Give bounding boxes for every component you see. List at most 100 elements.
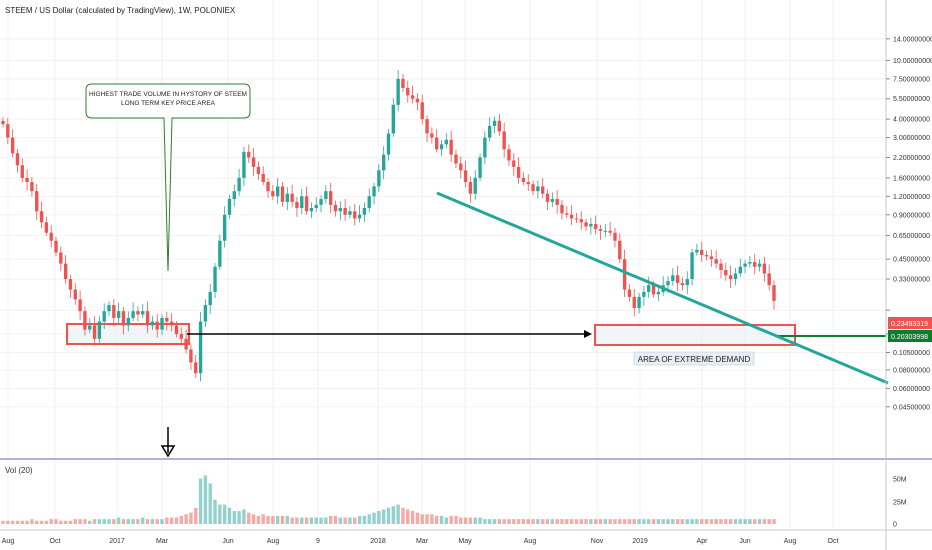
callout-line2: LONG TERM KEY PRICE AREA <box>121 100 216 107</box>
candle-body <box>757 263 762 267</box>
candle-body <box>112 305 116 318</box>
candle-body <box>401 78 405 89</box>
volume-bar <box>618 519 622 524</box>
volume-bar <box>304 517 309 524</box>
volume-bar <box>714 519 718 524</box>
candle-body <box>642 291 646 297</box>
candle-body <box>671 275 675 282</box>
volume-bar <box>30 519 34 524</box>
candle-body <box>15 153 20 166</box>
candle-body <box>406 88 410 96</box>
candle-body <box>1 121 5 125</box>
time-axis-ticks: Aug Oct 2017 Mar Jun Aug 9 2018 Mar May Aug Nov 2019… <box>2 538 839 545</box>
volume-bar <box>574 519 579 524</box>
volume-bar <box>285 515 289 524</box>
volume-bar <box>589 519 593 524</box>
volume-bar <box>63 520 68 524</box>
candle-body <box>324 191 328 200</box>
volume-bar <box>430 514 434 524</box>
volume-bar <box>724 519 728 524</box>
candle-body <box>68 279 73 290</box>
demand-label: AREA OF EXTREME DEMAND <box>638 355 751 364</box>
candle-body <box>35 191 39 212</box>
x-tick-label: Oct <box>50 538 61 545</box>
volume-bar <box>353 517 357 524</box>
volume-bar <box>647 519 651 524</box>
volume-bar <box>174 517 179 524</box>
volume-bar <box>381 509 386 524</box>
volume-bar <box>222 504 227 524</box>
candle-body <box>242 151 246 178</box>
candle-body <box>280 186 285 202</box>
candle-body <box>459 163 463 171</box>
volume-bar <box>444 517 449 524</box>
candle-body <box>410 95 415 99</box>
volume-tick-label: 25M <box>893 500 907 507</box>
volume-bar <box>141 517 145 524</box>
candle-body <box>353 211 357 219</box>
candle-body <box>772 285 776 301</box>
volume-bar <box>449 515 453 524</box>
candle-body <box>381 154 386 171</box>
candle-body <box>145 311 150 326</box>
volume-bar <box>497 519 502 524</box>
y-tick-label: 0.45000000 <box>893 257 930 264</box>
candle-body <box>179 334 183 339</box>
volume-bar <box>666 519 670 524</box>
volume-bar <box>594 519 598 524</box>
x-tick-label: Aug <box>524 538 537 545</box>
volume-bar <box>386 507 391 524</box>
candle-body <box>714 259 718 264</box>
x-tick-label: Jun <box>739 538 750 545</box>
support-arrow-head <box>584 330 592 338</box>
volume-bar <box>59 520 63 524</box>
volume-bar <box>560 519 564 524</box>
candle-body <box>569 214 574 219</box>
volume-bar <box>213 499 217 524</box>
volume-bar <box>184 514 188 524</box>
candle-body <box>420 102 424 120</box>
candle-body <box>618 240 622 260</box>
volume-bar <box>10 520 15 524</box>
candle-body <box>647 285 651 292</box>
volume-bar <box>136 519 140 524</box>
volume-bar <box>584 519 588 524</box>
candle-body <box>502 131 506 150</box>
candle-body <box>251 157 256 167</box>
candle-body <box>521 177 526 183</box>
volume-bar <box>603 519 608 524</box>
volume-bar <box>473 517 477 524</box>
candle-body <box>555 199 559 205</box>
y-tick-label: 0.33000000 <box>893 277 930 284</box>
volume-bar <box>116 517 121 524</box>
candle-body <box>541 186 545 194</box>
candle-body <box>579 219 583 223</box>
volume-bar <box>695 519 699 524</box>
volume-bar <box>651 519 656 524</box>
volume-bar <box>439 515 444 524</box>
candle-body <box>92 325 97 339</box>
candle-body <box>189 349 193 363</box>
x-tick-label: Apr <box>697 538 709 545</box>
candle-body <box>213 266 217 292</box>
volume-bar <box>227 507 232 524</box>
volume-bar <box>526 519 530 524</box>
volume-bar <box>541 519 545 524</box>
volume-bar <box>35 520 39 524</box>
candle-body <box>468 182 473 194</box>
price-axis-ticks: 14.00000000 10.00000000 7.50000000 5.500000… <box>886 36 932 411</box>
volume-bar <box>20 520 24 524</box>
volume-bar <box>454 515 458 524</box>
candle-body <box>295 201 299 208</box>
current-price-label: 0.23493319 <box>891 321 928 328</box>
candle-body <box>184 338 188 350</box>
volume-bar <box>218 504 222 524</box>
candle-body <box>20 165 24 178</box>
volume-bar <box>622 519 627 524</box>
volume-bar <box>49 519 53 524</box>
volume-bar <box>362 515 367 524</box>
volume-bar <box>516 519 521 524</box>
candle-body <box>608 230 612 233</box>
volume-bar <box>507 519 511 524</box>
